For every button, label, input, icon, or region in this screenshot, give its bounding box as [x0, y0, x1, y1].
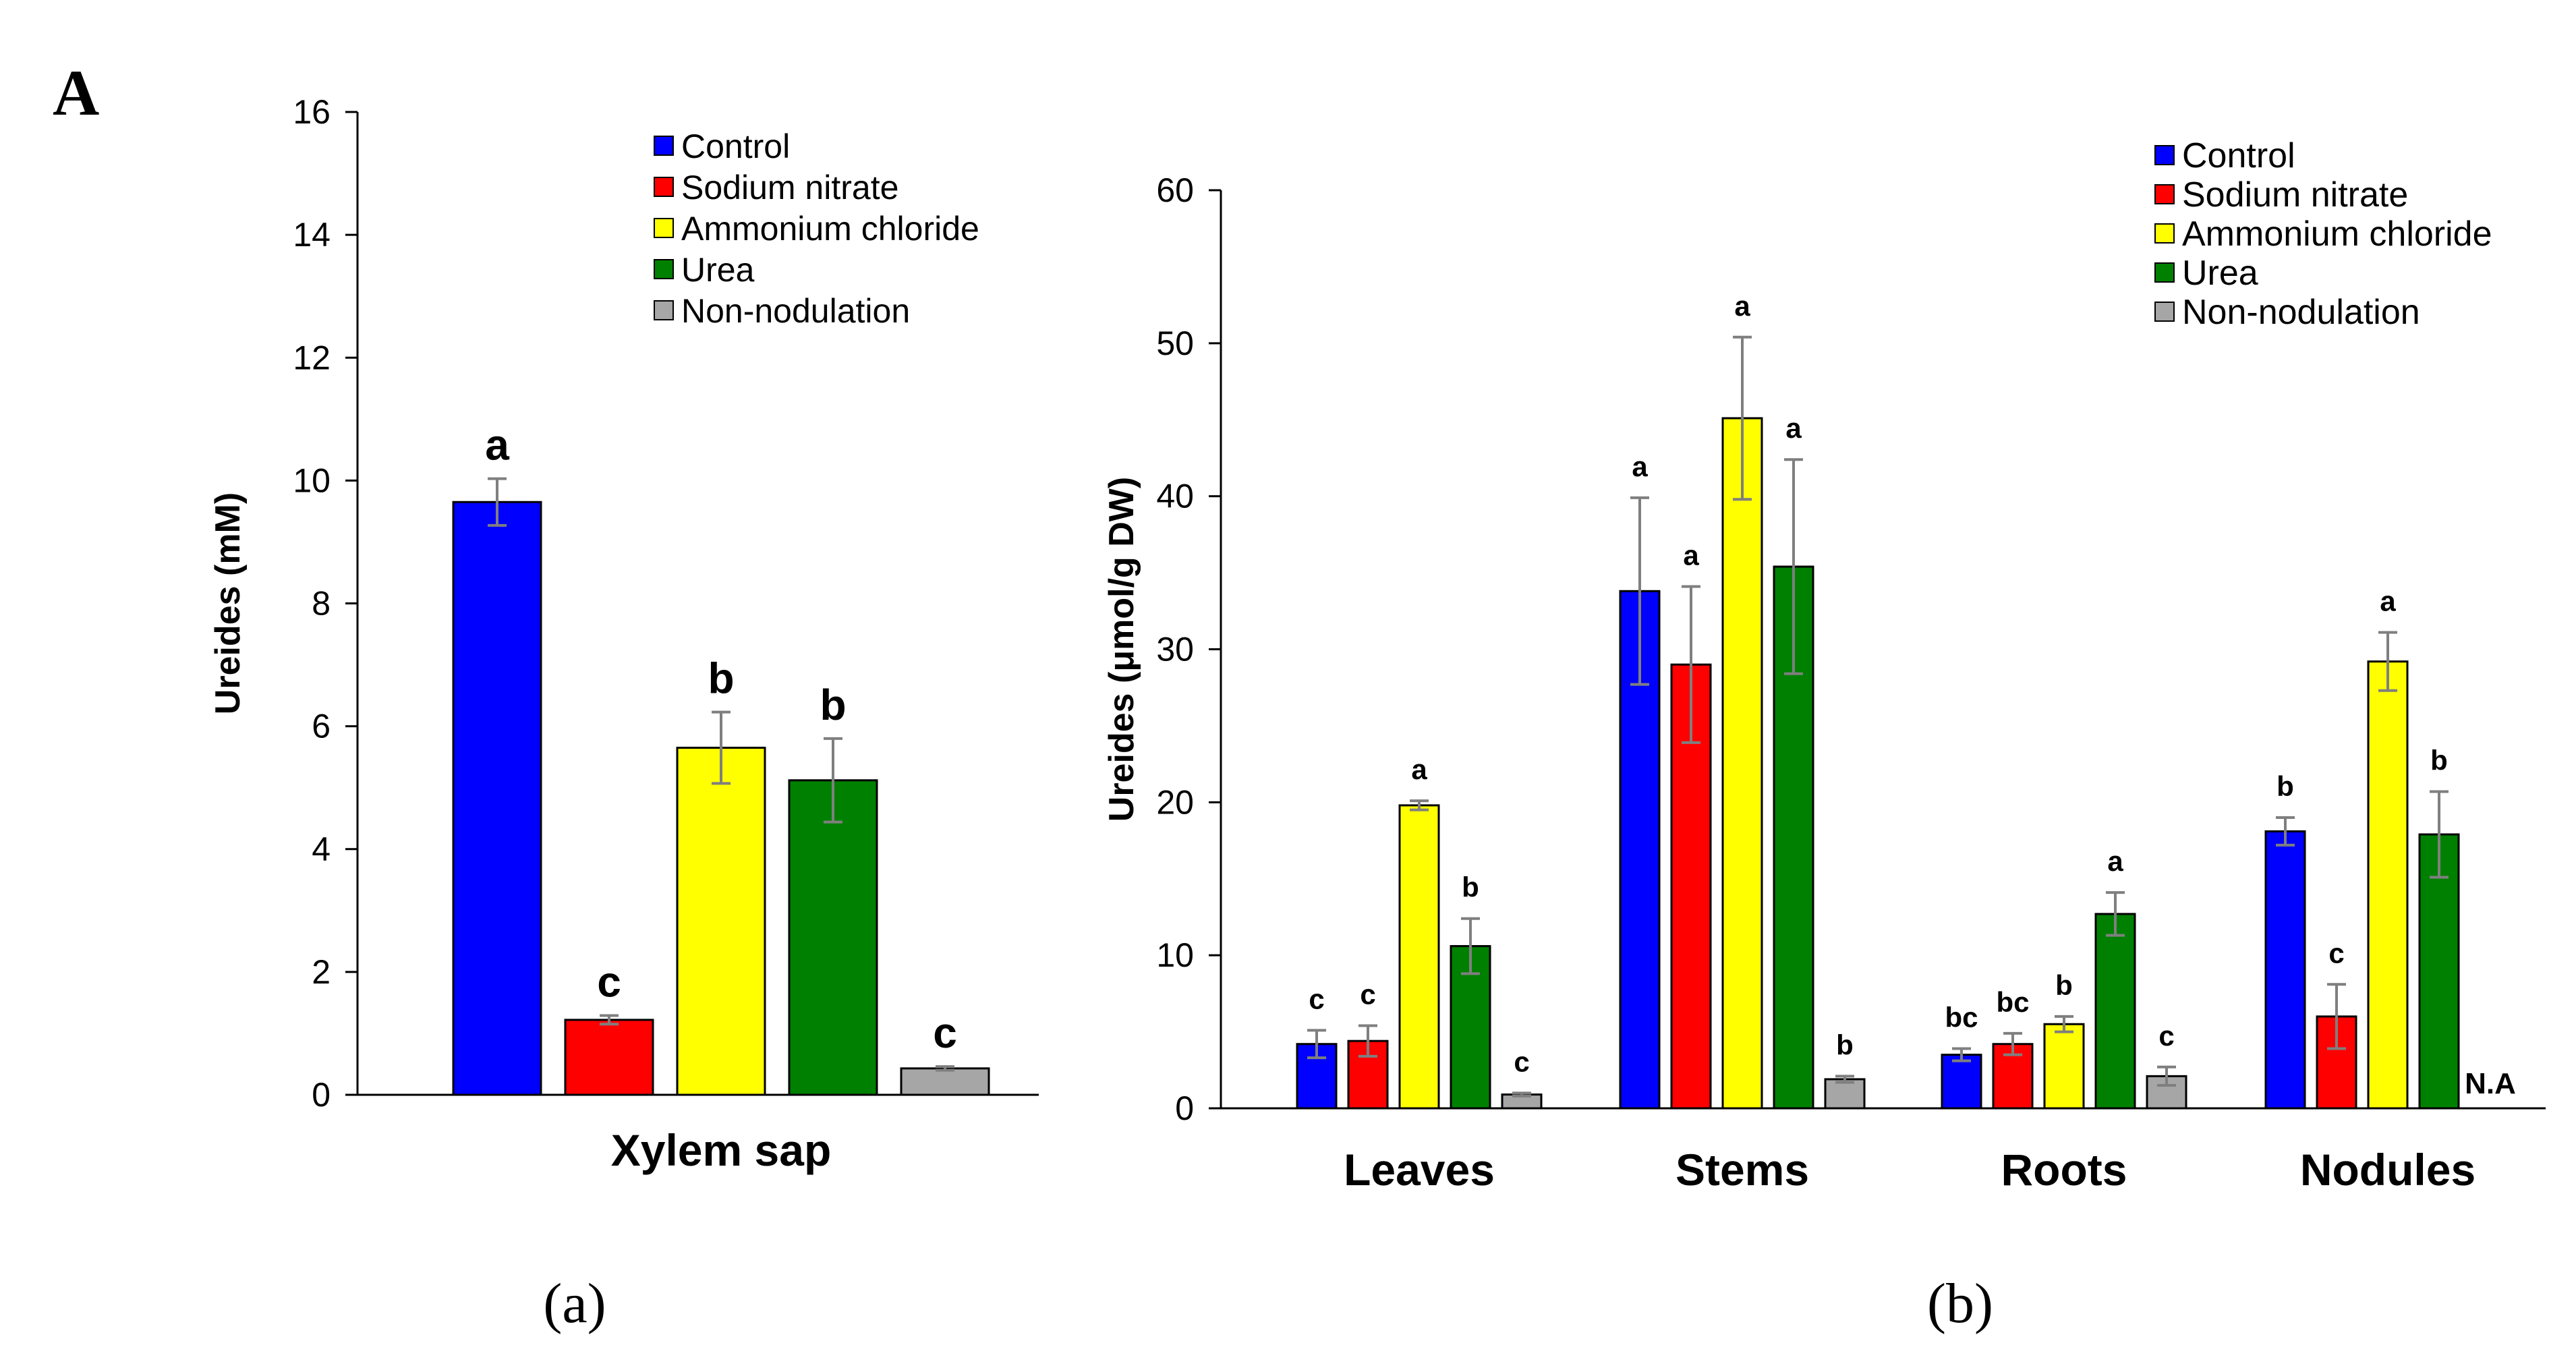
bar-xylem-sap-ammonium-chloride	[676, 746, 766, 1096]
y-tick-label: 16	[293, 93, 331, 131]
y-tick-label: 50	[1156, 324, 1194, 362]
significance-letter: c	[2158, 1020, 2174, 1052]
significance-letter: b	[2055, 969, 2073, 1001]
legend-label-non-nodulation: Non-nodulation	[2182, 293, 2420, 332]
y-tick-label: 10	[293, 461, 331, 499]
significance-letter: b	[1462, 872, 1479, 903]
category-label-leaves: Leaves	[1344, 1145, 1495, 1195]
significance-letter: a	[2380, 586, 2396, 617]
significance-letter: c	[597, 958, 621, 1006]
y-tick-label: 0	[312, 1076, 331, 1114]
legend-swatch-urea	[654, 259, 674, 279]
category-label-xylem-sap: Xylem sap	[611, 1125, 832, 1175]
category-label-stems: Stems	[1676, 1145, 1809, 1195]
bar-xylem-sap-non-nodulation	[900, 1067, 990, 1096]
significance-letter: a	[1683, 539, 1699, 571]
bar-roots-control	[1941, 1054, 1982, 1110]
bar-xylem-sap-urea	[788, 779, 878, 1096]
significance-letter: c	[933, 1008, 957, 1057]
legend-label-sodium-nitrate: Sodium nitrate	[2182, 175, 2408, 215]
bar-nodules-sodium-nitrate	[2316, 1015, 2357, 1110]
bar-leaves-ammonium-chloride	[1398, 804, 1440, 1110]
legend-swatch-control	[654, 136, 674, 156]
significance-letter: c	[1360, 979, 1375, 1010]
legend-label-control: Control	[681, 127, 790, 165]
category-label-nodules: Nodules	[2300, 1145, 2475, 1195]
significance-letter: b	[2277, 770, 2294, 802]
legend-swatch-non-nodulation	[2154, 302, 2175, 322]
y-tick-label: 6	[312, 708, 331, 745]
bar-roots-ammonium-chloride	[2043, 1023, 2085, 1110]
bar-nodules-control	[2264, 830, 2306, 1110]
significance-letter: a	[1734, 290, 1750, 322]
sub-label-a: (a)	[543, 1272, 606, 1335]
y-tick-label: 0	[1175, 1089, 1194, 1127]
legend-label-urea: Urea	[2182, 254, 2258, 293]
significance-letter: c	[1514, 1046, 1529, 1077]
y-tick-label: 2	[312, 953, 331, 991]
not-available-label: N.A	[2465, 1067, 2516, 1100]
y-tick-label: 14	[293, 216, 331, 254]
y-tick-label: 20	[1156, 783, 1194, 821]
bar-xylem-sap-sodium-nitrate	[564, 1019, 654, 1096]
significance-letter: a	[1632, 451, 1648, 482]
category-label-roots: Roots	[2001, 1145, 2127, 1195]
legend-swatch-non-nodulation	[654, 300, 674, 320]
legend-label-urea: Urea	[681, 251, 755, 289]
legend-swatch-sodium-nitrate	[654, 177, 674, 197]
significance-letter: c	[1309, 983, 1324, 1015]
significance-letter: c	[2328, 937, 2344, 969]
chart-a-xylem-sap: 0 2 4 6 8 10 12 14 16 Ureides (mM) a c b b c Xylem sap C…	[208, 93, 1039, 1175]
significance-letter: b	[2430, 744, 2448, 776]
y-axis-title: Ureides (mM)	[208, 492, 248, 714]
sub-label-b: (b)	[1927, 1272, 1993, 1335]
legend-swatch-ammonium-chloride	[654, 218, 674, 238]
significance-letter: bc	[1945, 1002, 1978, 1033]
y-tick-label: 60	[1156, 171, 1194, 209]
y-axis-title: Ureides (μmol/g DW)	[1102, 477, 1141, 822]
bar-nodules-ammonium-chloride	[2367, 660, 2409, 1110]
y-tick-label: 4	[312, 830, 331, 868]
panel-letter: A	[53, 57, 99, 129]
bar-stems-ammonium-chloride	[1721, 417, 1763, 1110]
significance-letter: b	[708, 654, 734, 703]
y-tick-label: 30	[1156, 631, 1194, 668]
y-tick-label: 40	[1156, 478, 1194, 515]
significance-letter: bc	[1996, 986, 2029, 1018]
legend-label-sodium-nitrate: Sodium nitrate	[681, 169, 898, 206]
legend-label-ammonium-chloride: Ammonium chloride	[2182, 215, 2492, 254]
significance-letter: a	[1785, 412, 1802, 444]
legend-swatch-sodium-nitrate	[2154, 184, 2175, 204]
y-tick-label: 8	[312, 585, 331, 623]
significance-letter: a	[1411, 753, 1427, 785]
significance-letter: b	[1836, 1029, 1854, 1060]
legend-label-non-nodulation: Non-nodulation	[681, 292, 910, 330]
bar-xylem-sap-control	[452, 501, 542, 1096]
significance-letter: b	[820, 681, 846, 729]
legend-label-control: Control	[2182, 136, 2295, 175]
y-tick-label: 12	[293, 339, 331, 376]
legend-swatch-urea	[2154, 262, 2175, 283]
legend-swatch-ammonium-chloride	[2154, 223, 2175, 244]
legend-label-ammonium-chloride: Ammonium chloride	[681, 210, 979, 248]
bar-roots-urea	[2094, 913, 2136, 1110]
significance-letter: a	[2107, 845, 2123, 877]
bar-nodules-urea	[2418, 833, 2460, 1110]
legend-swatch-control	[2154, 145, 2175, 165]
y-tick-label: 10	[1156, 936, 1194, 974]
significance-letter: a	[485, 421, 509, 469]
